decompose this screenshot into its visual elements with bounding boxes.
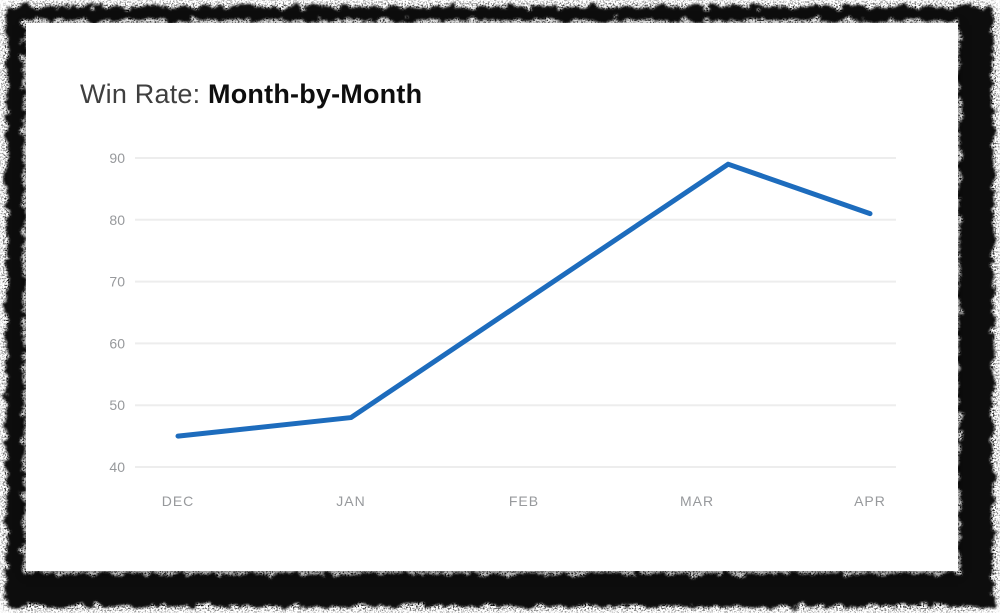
- x-axis-label: DEC: [162, 493, 195, 509]
- win-rate-line: [175, 161, 873, 439]
- y-axis-tick-label: 50: [109, 397, 125, 413]
- x-axis-label: FEB: [509, 493, 539, 509]
- chart-title: Win Rate: Month-by-Month: [80, 79, 422, 110]
- y-axis-tick-label: 60: [109, 335, 125, 351]
- x-axis-label: MAR: [680, 493, 714, 509]
- chart-title-emphasis: Month-by-Month: [208, 79, 423, 109]
- x-axis-label: JAN: [336, 493, 365, 509]
- chart-title-prefix: Win Rate:: [80, 79, 209, 109]
- win-rate-line-chart: 90 80 70 60 50 40 DEC JAN FEB MAR APR: [109, 150, 896, 509]
- x-axis-label: APR: [854, 493, 886, 509]
- slide-card: Win Rate: Month-by-Month 90 80 70 60 50 40 DEC…: [26, 23, 958, 571]
- y-axis-tick-label: 40: [109, 459, 125, 475]
- y-axis-tick-label: 70: [109, 274, 125, 290]
- y-axis-tick-label: 80: [109, 212, 125, 228]
- y-axis-tick-label: 90: [109, 150, 125, 166]
